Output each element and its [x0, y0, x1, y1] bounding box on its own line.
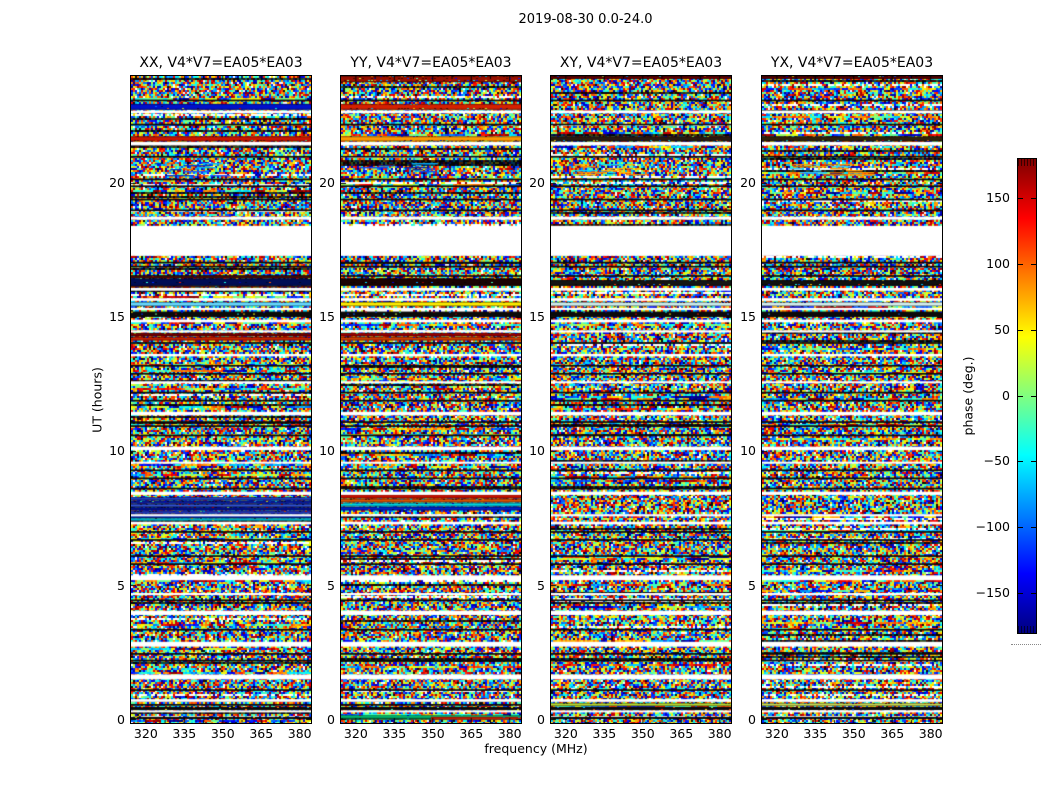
panel-title: XX, V4*V7=EA05*EA03 [139, 55, 303, 71]
y-tick-label: 0 [748, 711, 756, 727]
colorbar-tick-mark [1031, 263, 1036, 265]
colorbar-tick-label: 150 [986, 190, 1010, 205]
x-tick-label: 320 [764, 726, 789, 741]
x-tick-label: 350 [210, 726, 235, 741]
y-axis-label: UT (hours) [89, 367, 105, 433]
colorbar-tick-mark [1018, 593, 1023, 594]
x-tick-label: 320 [553, 726, 578, 741]
colorbar-tick-label: 0 [1002, 387, 1010, 403]
y-tick-label: 10 [740, 443, 756, 459]
colorbar-tick-mark [1018, 461, 1023, 463]
y-tick-label: 0 [117, 711, 125, 727]
x-tick-label: 335 [172, 726, 197, 741]
x-tick-label: 380 [918, 726, 943, 741]
x-tick-label: 350 [841, 726, 866, 741]
y-tick-label: 5 [117, 577, 125, 593]
figure-title: 2019-08-30 0.0-24.0 [518, 12, 653, 27]
panel-xx [130, 75, 312, 724]
y-tick-label: 20 [740, 175, 756, 191]
y-tick-label: 20 [529, 175, 545, 191]
colorbar-tick-mark [1031, 395, 1036, 397]
y-tick-label: 10 [319, 443, 335, 459]
x-tick-label: 320 [343, 726, 368, 741]
colorbar-tick-label: 100 [986, 255, 1010, 271]
colorbar-tick-label: 50 [994, 321, 1010, 337]
colorbar-top-comb [1018, 159, 1036, 166]
colorbar-tick-mark [1031, 593, 1036, 594]
y-tick-label: 0 [327, 711, 335, 727]
colorbar-tick-mark [1018, 329, 1023, 331]
x-tick-label: 365 [669, 726, 694, 741]
y-tick-label: 15 [319, 309, 335, 325]
colorbar-bottom-comb [1018, 626, 1036, 633]
x-tick-label: 365 [880, 726, 905, 741]
panel-canvas-yy [341, 76, 521, 723]
y-tick-label: 0 [537, 711, 545, 727]
x-axis-label: frequency (MHz) [484, 741, 588, 756]
y-tick-label: 5 [327, 577, 335, 593]
x-tick-label: 335 [803, 726, 828, 741]
x-tick-label: 350 [630, 726, 655, 741]
x-tick-label: 335 [592, 726, 617, 741]
colorbar [1017, 158, 1037, 634]
x-tick-label: 380 [497, 726, 522, 741]
colorbar-dotted-line [1011, 644, 1041, 645]
colorbar-tick-label: −150 [975, 585, 1010, 600]
panel-title: XY, V4*V7=EA05*EA03 [559, 55, 723, 71]
panel-title: YY, V4*V7=EA05*EA03 [350, 55, 512, 71]
x-tick-label: 320 [133, 726, 158, 741]
y-tick-label: 10 [529, 443, 545, 459]
y-tick-label: 15 [529, 309, 545, 325]
colorbar-tick-label: −50 [983, 453, 1010, 469]
colorbar-tick-mark [1018, 527, 1023, 529]
y-tick-label: 15 [740, 309, 756, 325]
colorbar-tick-label: −100 [975, 519, 1010, 535]
panel-canvas-xy [551, 76, 731, 723]
x-tick-label: 365 [459, 726, 484, 741]
y-tick-label: 20 [319, 175, 335, 191]
panel-title: YX, V4*V7=EA05*EA03 [770, 55, 934, 71]
colorbar-label: phase (deg.) [960, 356, 976, 436]
colorbar-tick-mark [1031, 329, 1036, 331]
colorbar-tick-mark [1031, 527, 1036, 529]
x-tick-label: 380 [287, 726, 312, 741]
colorbar-tick-mark [1018, 395, 1023, 397]
x-tick-label: 380 [707, 726, 732, 741]
colorbar-gradient [1018, 159, 1036, 633]
y-tick-label: 20 [109, 175, 125, 191]
colorbar-tick-mark [1018, 263, 1023, 265]
panel-yy [340, 75, 522, 724]
y-tick-label: 15 [109, 309, 125, 325]
x-tick-label: 365 [249, 726, 274, 741]
panel-xy [550, 75, 732, 724]
panel-canvas-yx [762, 76, 942, 723]
x-tick-label: 335 [382, 726, 407, 741]
x-tick-label: 350 [420, 726, 445, 741]
colorbar-tick-mark [1031, 198, 1036, 199]
colorbar-tick-mark [1018, 198, 1023, 199]
panel-yx [761, 75, 943, 724]
panel-canvas-xx [131, 76, 311, 723]
y-tick-label: 10 [109, 443, 125, 459]
colorbar-tick-mark [1031, 461, 1036, 463]
y-tick-label: 5 [537, 577, 545, 593]
y-tick-label: 5 [748, 577, 756, 593]
